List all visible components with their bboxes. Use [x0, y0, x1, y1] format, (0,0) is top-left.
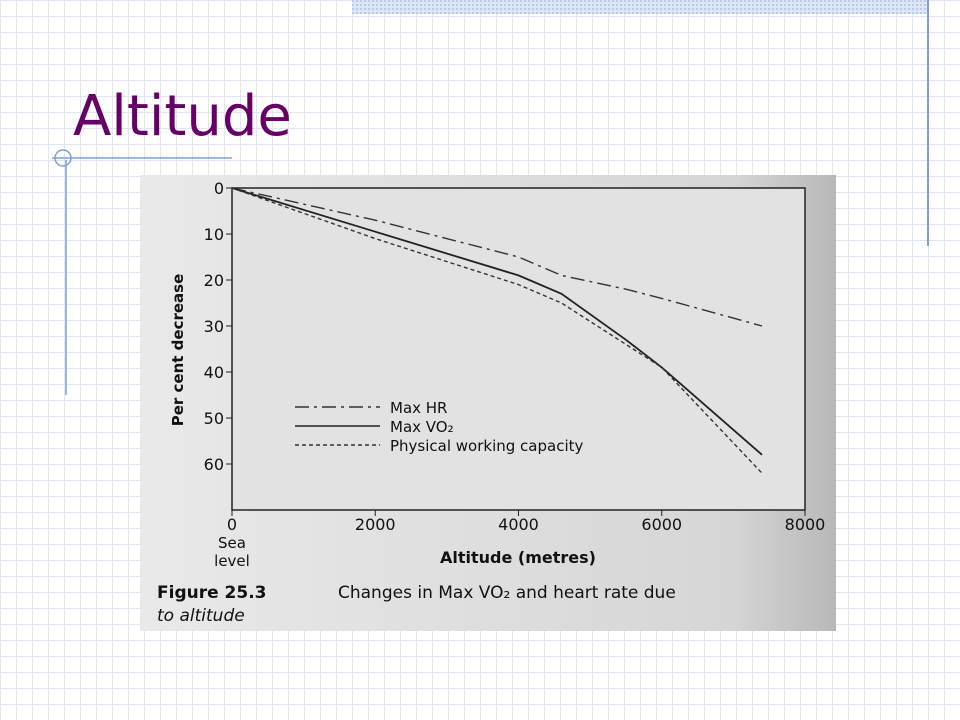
y-tick-label: 60 — [204, 455, 224, 474]
y-tick-label: 30 — [204, 317, 224, 336]
series-line — [231, 187, 763, 327]
x-tick-label: 8000 — [785, 515, 826, 534]
x-tick-label: 0 — [227, 515, 237, 534]
plot-frame — [231, 187, 806, 511]
x-tick-label: 6000 — [641, 515, 682, 534]
y-tick-label: 50 — [204, 409, 224, 428]
y-tick-label: 20 — [204, 271, 224, 290]
x-tick-label: 4000 — [498, 515, 539, 534]
y-tick-label: 0 — [214, 179, 224, 198]
x-origin-label: Sea level — [214, 534, 250, 570]
legend-label: Physical working capacity — [390, 437, 583, 455]
x-axis-label: Altitude (metres) — [440, 548, 596, 567]
y-tick-label: 10 — [204, 225, 224, 244]
series-line — [231, 187, 763, 456]
caption: Changes in Max VO₂ and heart rate due — [338, 583, 676, 603]
figure-number: Figure 25.3 — [157, 583, 267, 603]
y-tick-label: 40 — [204, 363, 224, 382]
deco-circle — [54, 149, 72, 167]
legend-label: Max HR — [390, 399, 447, 417]
x-origin-label-line: level — [214, 552, 250, 570]
y-axis-label: Per cent decrease — [169, 274, 187, 427]
x-origin-label-line: Sea — [218, 534, 246, 552]
caption: to altitude — [157, 606, 245, 626]
header-band — [352, 0, 928, 14]
legend-label: Max VO₂ — [390, 418, 454, 436]
x-tick-label: 2000 — [355, 515, 396, 534]
slide-title: Altitude — [73, 84, 292, 149]
